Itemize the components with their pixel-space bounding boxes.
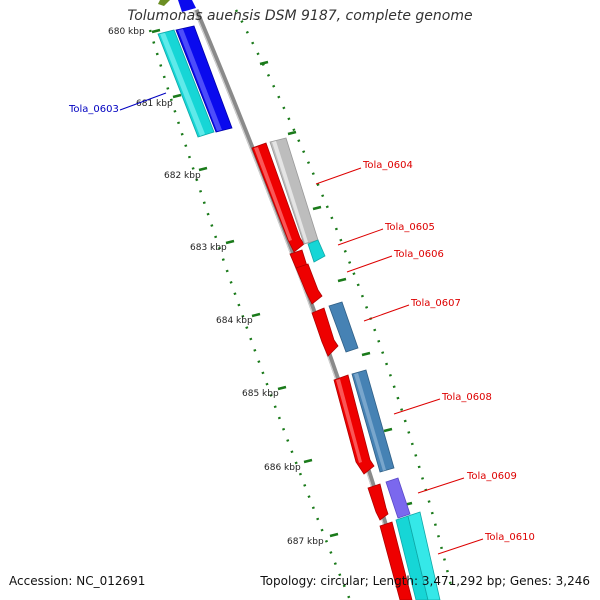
tick-683 — [225, 239, 235, 245]
ruler-label: 683 kbp — [190, 243, 227, 253]
gene-feature-slateblue[interactable] — [385, 477, 411, 519]
gene-feature-tola-0610[interactable] — [379, 521, 413, 600]
gene-feature-highlight — [254, 147, 292, 241]
gene-label-tola-0604[interactable]: Tola_0604 — [362, 160, 413, 171]
gene-feature-cyan-0610-a[interactable] — [395, 515, 429, 600]
gene-feature-cyan-0610-b[interactable] — [407, 511, 441, 600]
gene-label-tola-0610[interactable]: Tola_0610 — [484, 532, 535, 543]
gene-feature-steelblue-1[interactable] — [328, 301, 359, 353]
label-leaders — [119, 92, 484, 555]
tick-681 — [172, 93, 182, 99]
outer-tick-4 — [337, 277, 347, 283]
gene-label-tola-0606[interactable]: Tola_0606 — [393, 249, 444, 260]
gene-feature-highlight — [160, 33, 205, 136]
gene-feature-tola-0606[interactable] — [295, 263, 323, 305]
map-title-overlay: Tolumonas auensis DSM 9187, complete gen… — [127, 8, 473, 24]
gene-label-tola-0607[interactable]: Tola_0607 — [410, 298, 461, 309]
ruler-label: 681 kbp — [136, 99, 173, 109]
leader-tola-0604 — [315, 167, 362, 185]
tick-686 — [303, 458, 313, 464]
outer-tick-1 — [259, 60, 269, 66]
gene-feature-tola-0607[interactable] — [311, 307, 339, 357]
outer-ticks — [259, 60, 413, 507]
gene-feature-olive[interactable] — [158, 0, 170, 6]
gene-labels: Tola_0603 Tola_0604 Tola_0605 Tola_0606 … — [68, 104, 535, 543]
ruler-label: 680 kbp — [108, 27, 145, 37]
tick-687 — [329, 532, 339, 538]
gene-feature-blue-top[interactable] — [178, 0, 196, 12]
leader-tola-0605 — [337, 228, 384, 246]
ruler-label: 684 kbp — [216, 316, 253, 326]
genome-backbone-highlight — [193, 9, 407, 600]
outer-tick-3 — [312, 205, 322, 211]
leader-tola-0608 — [393, 398, 441, 415]
ruler-label: 687 kbp — [287, 537, 324, 547]
ruler-labels: 680 kbp 681 kbp 682 kbp 683 kbp 684 kbp … — [108, 27, 324, 547]
gene-feature-tola-0609[interactable] — [367, 483, 389, 521]
gene-label-tola-0605[interactable]: Tola_0605 — [384, 222, 435, 233]
gene-feature-highlight — [354, 373, 386, 471]
reverse-strand-features — [157, 0, 233, 138]
gene-label-tola-0603[interactable]: Tola_0603 — [68, 104, 119, 115]
tick-685 — [277, 385, 287, 391]
genome-summary-text: Topology: circular; Length: 3,471,292 bp… — [260, 574, 590, 588]
leader-tola-0610 — [437, 538, 484, 555]
ruler-label: 685 kbp — [242, 389, 279, 399]
gene-feature-highlight — [178, 29, 222, 131]
ruler-label: 686 kbp — [264, 463, 301, 473]
leader-tola-0606 — [346, 255, 393, 273]
gene-feature-cyan-small[interactable] — [307, 239, 326, 263]
forward-strand-features — [251, 137, 441, 600]
leader-tola-0609 — [417, 477, 465, 494]
leader-tola-0607 — [363, 304, 410, 322]
accession-text: Accession: NC_012691 — [9, 574, 146, 588]
tick-682 — [198, 166, 208, 172]
outer-tick-6 — [383, 427, 393, 433]
outer-tick-5 — [361, 351, 371, 357]
leader-tola-0603 — [119, 92, 167, 111]
gene-label-tola-0608[interactable]: Tola_0608 — [441, 392, 492, 403]
gene-feature-highlight — [272, 141, 308, 243]
tick-684 — [251, 312, 261, 318]
tick-680 — [151, 28, 161, 34]
outer-tick-2 — [287, 130, 297, 136]
gene-label-tola-0609[interactable]: Tola_0609 — [466, 471, 517, 482]
gene-feature-highlight — [336, 379, 362, 463]
ruler-label: 682 kbp — [164, 171, 201, 181]
major-ticks — [151, 28, 339, 538]
